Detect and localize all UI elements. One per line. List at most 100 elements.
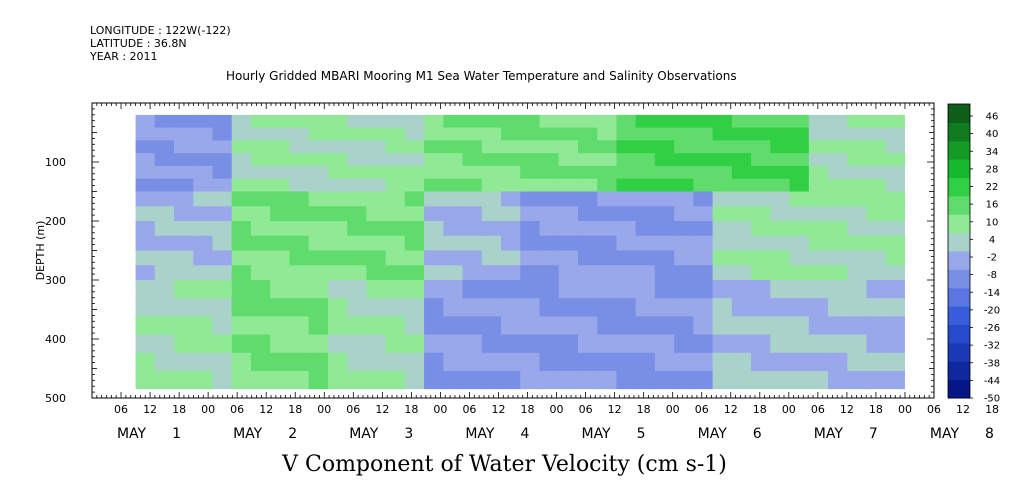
heatmap-cell: [597, 280, 618, 299]
heatmap-cell: [404, 165, 425, 180]
heatmap-cell: [635, 235, 656, 252]
colorbar-label: -50: [984, 394, 1000, 405]
x-hour-label: 12: [724, 403, 738, 416]
heatmap-cell: [808, 280, 829, 299]
heatmap-cell: [674, 140, 694, 154]
heatmap-cell: [366, 316, 387, 336]
heatmap-cell: [250, 114, 271, 129]
heatmap-cell: [404, 206, 425, 222]
heatmap-cell: [616, 250, 637, 266]
heatmap-cell: [250, 153, 271, 167]
heatmap-cell: [501, 280, 521, 299]
heatmap-cell: [635, 127, 656, 141]
heatmap-cell: [731, 127, 752, 141]
heatmap-cell: [520, 370, 541, 390]
heatmap-cell: [501, 298, 521, 317]
heatmap-cell: [404, 191, 425, 207]
heatmap-cell: [327, 165, 348, 180]
heatmap-cell: [154, 153, 175, 167]
heatmap-cell: [308, 153, 329, 167]
heatmap-cell: [347, 178, 367, 193]
heatmap-cell: [193, 153, 214, 167]
heatmap-cell: [385, 316, 406, 336]
heatmap-cell: [462, 265, 483, 281]
heatmap-cell: [174, 352, 194, 372]
heatmap-cell: [443, 165, 464, 180]
heatmap-cell: [885, 114, 905, 129]
heatmap-cell: [674, 334, 694, 354]
heatmap-cell: [770, 165, 791, 180]
heatmap-cell: [327, 140, 348, 154]
heatmap-cell: [212, 221, 233, 237]
heatmap-cell: [866, 114, 887, 129]
y-axis: 100 200 300 400 500 DEPTH (m): [34, 102, 934, 405]
x-hour-label: 00: [433, 403, 447, 416]
heatmap-cell: [808, 140, 829, 154]
heatmap-cell: [674, 178, 694, 193]
heatmap-cell: [693, 334, 714, 354]
heatmap-cell: [539, 298, 560, 317]
heatmap-cell: [270, 316, 291, 336]
x-hour-label: 18: [172, 403, 186, 416]
heatmap-cell: [308, 165, 329, 180]
heatmap-cell: [481, 178, 502, 193]
heatmap-cell: [712, 280, 733, 299]
heatmap-cell: [193, 178, 214, 193]
heatmap-cell: [250, 280, 271, 299]
heatmap-cell: [789, 250, 810, 266]
colorbar-swatch: [948, 214, 970, 234]
heatmap-cell: [635, 221, 656, 237]
heatmap-cell: [674, 191, 694, 207]
heatmap-cell: [193, 127, 214, 141]
heatmap-cell: [289, 127, 310, 141]
heatmap-cell: [828, 221, 848, 237]
heatmap-cell: [212, 153, 233, 167]
heatmap-cell: [250, 250, 271, 266]
heatmap-cell: [674, 165, 694, 180]
colorbar-border: [947, 103, 971, 399]
heatmap-cell: [808, 127, 829, 141]
heatmap-cell: [270, 221, 291, 237]
heatmap-cell: [751, 114, 771, 129]
heatmap-cell: [635, 140, 656, 154]
heatmap-cell: [731, 280, 752, 299]
heatmap-cell: [154, 221, 175, 237]
x-hour-label: 12: [143, 403, 157, 416]
heatmap-cell: [558, 370, 579, 390]
heatmap-cell: [327, 153, 348, 167]
heatmap-cell: [424, 206, 444, 222]
heatmap-cell: [731, 316, 752, 336]
heatmap-cell: [674, 370, 694, 390]
heatmap-cell: [308, 250, 329, 266]
colorbar-label: 22: [986, 182, 999, 193]
heatmap-cell: [597, 334, 618, 354]
heatmap-cell: [731, 352, 752, 372]
x-month-label: MAY: [349, 426, 379, 442]
heatmap-cell: [597, 191, 618, 207]
colorbar-swatch: [948, 306, 970, 326]
heatmap-cell: [443, 235, 464, 252]
x-hour-label: 12: [491, 403, 505, 416]
heatmap-cell: [828, 191, 848, 207]
heatmap-cell: [616, 140, 637, 154]
heatmap-cell: [828, 127, 848, 141]
heatmap-cell: [731, 298, 752, 317]
heatmap-cell: [828, 153, 848, 167]
heatmap-cell: [481, 265, 502, 281]
heatmap-cell: [751, 316, 771, 336]
x-hour-label: 12: [608, 403, 622, 416]
heatmap-cell: [616, 153, 637, 167]
heatmap-cell: [712, 370, 733, 390]
heatmap-cell: [597, 140, 618, 154]
heatmap-cell: [289, 250, 310, 266]
heatmap-cell: [674, 352, 694, 372]
heatmap-cell: [250, 191, 271, 207]
heatmap-cell: [193, 250, 214, 266]
colorbar-label: 4: [989, 235, 995, 246]
heatmap-layer: [135, 114, 905, 390]
heatmap-cell: [443, 280, 464, 299]
heatmap-cell: [154, 250, 175, 266]
heatmap-cell: [462, 178, 483, 193]
heatmap-cell: [847, 153, 868, 167]
heatmap-cell: [443, 352, 464, 372]
